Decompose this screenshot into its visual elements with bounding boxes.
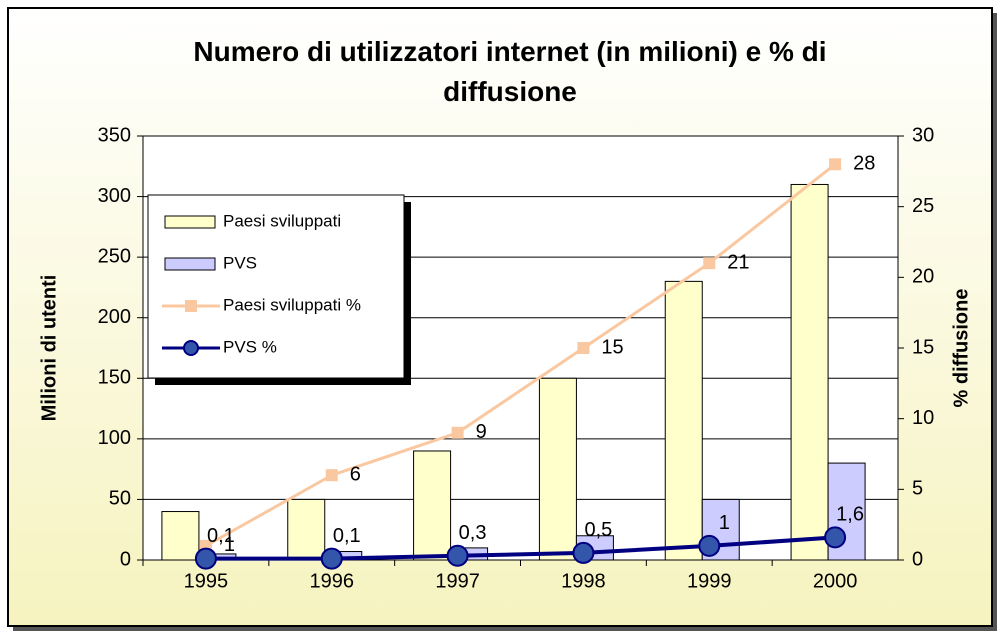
marker (325, 469, 338, 482)
marker (194, 547, 217, 570)
bar (790, 183, 829, 561)
x-tick-label: 1998 (561, 570, 606, 592)
y-tick-label: 250 (98, 245, 131, 267)
x-tick-label: 1999 (687, 570, 732, 592)
line (205, 163, 837, 548)
bar (161, 511, 200, 561)
y2-tick-label: 15 (912, 336, 934, 358)
marker (824, 526, 847, 549)
bar (287, 498, 326, 561)
bar (538, 377, 577, 561)
legend-swatch (164, 215, 216, 229)
y2-tick-label: 25 (912, 195, 934, 217)
y2-tick-label: 5 (912, 478, 923, 500)
marker (703, 257, 716, 270)
data-label: 6 (350, 463, 361, 485)
line (205, 535, 836, 561)
data-label: 0,5 (585, 519, 613, 541)
chart-title: Numero di utilizzatori internet (in mili… (193, 36, 827, 107)
y-tick-label: 200 (98, 306, 131, 328)
x-tick-label: 1996 (310, 570, 355, 592)
legend-label: PVS % (223, 337, 277, 356)
y-tick-label: 100 (98, 427, 131, 449)
y2-tick-label: 10 (912, 407, 934, 429)
y-tick-label: 300 (98, 185, 131, 207)
legend-label: Paesi sviluppati % (223, 295, 361, 314)
data-label: 0,1 (207, 525, 235, 547)
legend-label: PVS (223, 253, 257, 272)
marker (320, 547, 343, 570)
y2-tick-label: 20 (912, 266, 934, 288)
data-label: 1,6 (836, 504, 864, 526)
marker (446, 544, 469, 567)
data-label: 21 (727, 251, 749, 273)
y2-tick-label: 30 (912, 124, 934, 146)
marker (577, 342, 590, 354)
y2-tick-label: 0 (912, 548, 923, 570)
data-label: 0,3 (459, 522, 487, 544)
x-tick-label: 1997 (435, 570, 480, 592)
y-tick-label: 0 (120, 548, 131, 570)
data-label: 0,1 (333, 525, 361, 547)
y2-axis-label: % diffusione (950, 289, 972, 408)
marker (451, 426, 464, 439)
marker (829, 158, 842, 171)
legend-marker (185, 300, 197, 312)
marker (572, 541, 595, 564)
data-label: 1 (224, 534, 235, 556)
legend-label: Paesi sviluppati (223, 211, 341, 230)
marker (698, 534, 721, 557)
data-label: 9 (476, 421, 487, 443)
y-tick-label: 350 (98, 124, 131, 146)
x-tick-label: 2000 (813, 570, 858, 592)
bar (664, 280, 703, 561)
data-label: 1 (719, 512, 730, 534)
data-label: 28 (853, 153, 875, 175)
x-tick-label: 1995 (184, 570, 229, 592)
y-tick-label: 150 (98, 367, 131, 389)
y-tick-label: 50 (109, 488, 131, 510)
bar (413, 450, 452, 561)
data-label: 15 (601, 336, 623, 358)
y-axis-label: Milioni di utenti (38, 275, 60, 422)
legend-swatch (164, 257, 216, 271)
legend-marker (183, 340, 199, 356)
